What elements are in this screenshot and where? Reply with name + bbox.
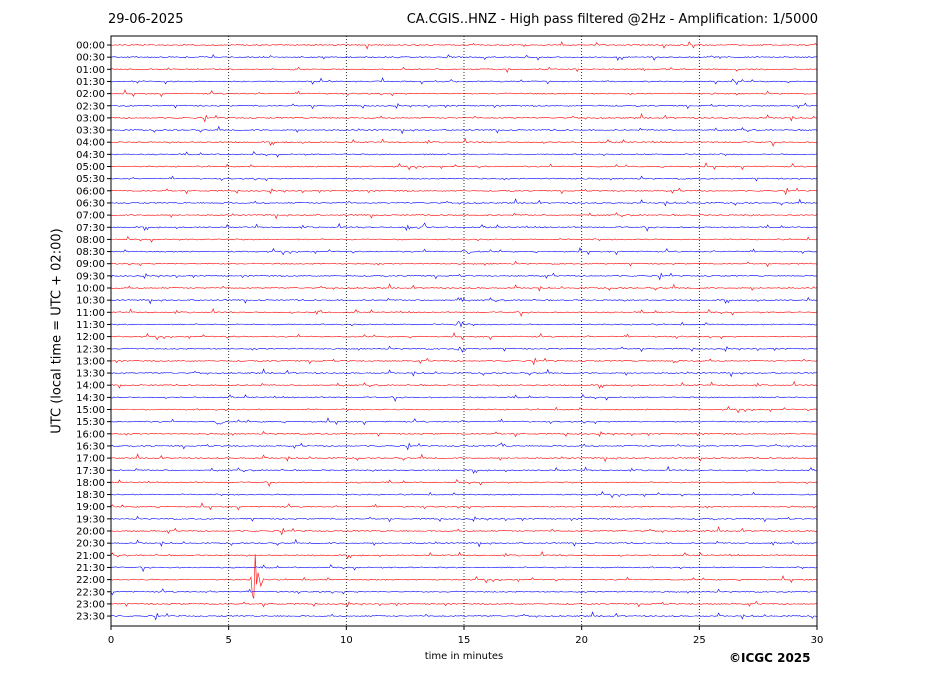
y-tick-label: 16:00: [76, 429, 105, 440]
y-tick-label: 15:00: [76, 405, 105, 416]
y-tick-label: 13:30: [76, 369, 105, 380]
trace-line-1800: [110, 479, 817, 487]
gridlines: [228, 36, 700, 626]
trace-line-0530: [110, 175, 817, 182]
trace-line-2300: [110, 600, 817, 608]
trace-line-0630: [110, 198, 817, 207]
y-tick-label: 15:30: [76, 417, 105, 428]
y-tick-label: 10:30: [76, 296, 105, 307]
y-tick-label: 14:00: [76, 381, 105, 392]
x-axis: 0 5 10 15 20 25 30: [108, 626, 824, 646]
y-tick-label: 23:30: [76, 612, 105, 623]
x-tick-label: 30: [811, 635, 824, 646]
y-tick-label: 01:30: [76, 77, 105, 88]
y-tick-label: 20:30: [76, 539, 105, 550]
trace-line-1900: [110, 502, 817, 511]
y-tick-label: 03:30: [76, 126, 105, 137]
y-tick-label: 04:00: [76, 138, 105, 149]
x-tick-label: 15: [458, 635, 471, 646]
y-tick-label: 23:00: [76, 599, 105, 610]
x-axis-title: time in minutes: [424, 651, 504, 662]
y-tick-label: 07:00: [76, 211, 105, 222]
trace-line-0730: [110, 222, 817, 232]
copyright-label: ©ICGC 2025: [729, 651, 811, 665]
y-tick-label: 17:00: [76, 454, 105, 465]
y-tick-label: 08:30: [76, 247, 105, 258]
y-tick-label: 02:00: [76, 89, 105, 100]
y-tick-label: 19:00: [76, 502, 105, 513]
x-tick-label: 10: [340, 635, 353, 646]
trace-line-0830: [110, 247, 817, 256]
y-tick-label: 07:30: [76, 223, 105, 234]
chart-title: CA.CGIS..HNZ - High pass filtered @2Hz -…: [406, 12, 818, 27]
y-tick-label: 17:30: [76, 466, 105, 477]
trace-line-1500: [110, 405, 817, 414]
trace-line-1430: [110, 393, 817, 402]
y-tick-label: 00:30: [76, 53, 105, 64]
y-tick-label: 06:00: [76, 186, 105, 197]
trace-line-1630: [110, 442, 817, 451]
y-tick-label: 22:00: [76, 575, 105, 586]
y-tick-label: 21:30: [76, 563, 105, 574]
trace-line-1530: [110, 417, 817, 426]
y-tick-label: 22:30: [76, 587, 105, 598]
x-tick-label: 20: [575, 635, 588, 646]
y-tick-label: 12:00: [76, 332, 105, 343]
x-tick-label: 5: [225, 635, 231, 646]
y-tick-label: 19:30: [76, 514, 105, 525]
y-tick-label: 16:30: [76, 441, 105, 452]
y-tick-label: 04:30: [76, 150, 105, 161]
y-tick-label: 12:30: [76, 344, 105, 355]
trace-line-0900: [110, 260, 817, 268]
y-tick-label: 09:30: [76, 271, 105, 282]
y-tick-label: 01:00: [76, 65, 105, 76]
y-tick-label: 11:00: [76, 308, 105, 319]
y-tick-label: 11:30: [76, 320, 105, 331]
trace-line-0430: [110, 150, 817, 158]
y-tick-label: 18:30: [76, 490, 105, 501]
x-tick-label: 25: [693, 635, 706, 646]
trace-line-0600: [110, 187, 817, 196]
y-tick-label: 03:00: [76, 113, 105, 124]
trace-line-1700: [110, 453, 817, 463]
y-tick-label: 18:00: [76, 478, 105, 489]
x-tick-label: 0: [108, 635, 114, 646]
y-tick-label: 13:00: [76, 356, 105, 367]
y-tick-label: 10:00: [76, 284, 105, 295]
trace-line-0700: [110, 212, 817, 220]
y-tick-label: 14:30: [76, 393, 105, 404]
trace-line-1600: [110, 430, 817, 438]
y-tick-label: 08:00: [76, 235, 105, 246]
y-tick-label: 20:00: [76, 527, 105, 538]
date-label: 29-06-2025: [108, 12, 184, 27]
y-tick-label: 09:00: [76, 259, 105, 270]
y-tick-label: 05:30: [76, 174, 105, 185]
y-tick-label: 05:00: [76, 162, 105, 173]
y-tick-label: 21:00: [76, 551, 105, 562]
y-tick-label: 02:30: [76, 101, 105, 112]
trace-line-0800: [110, 236, 817, 243]
y-tick-label: 00:00: [76, 41, 105, 52]
trace-line-1730: [110, 465, 817, 475]
y-tick-label: 06:30: [76, 198, 105, 209]
